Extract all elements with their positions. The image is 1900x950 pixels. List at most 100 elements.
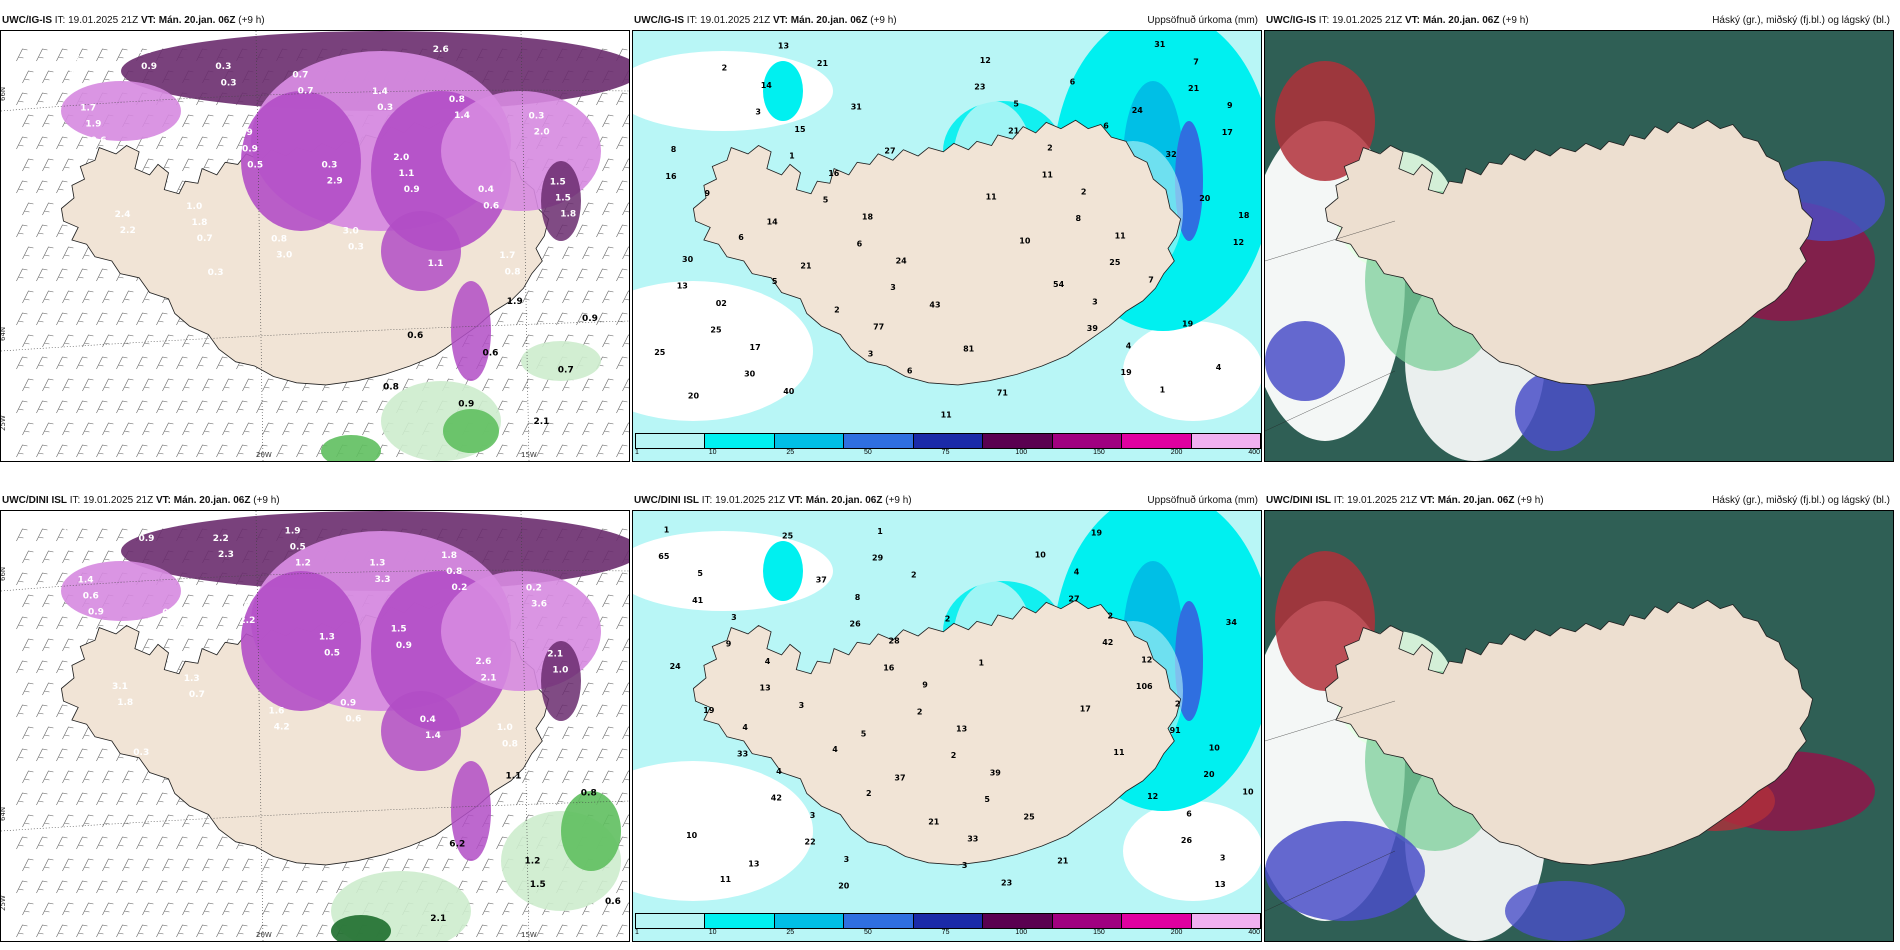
- wind-barb: [516, 924, 528, 938]
- precip-value-label: 0.4: [478, 185, 494, 195]
- wind-barb: [36, 792, 48, 806]
- snow-field: [331, 791, 621, 941]
- wind-barb: [62, 422, 74, 436]
- precip-value-label: 3.6: [531, 599, 547, 609]
- wind-barb: [596, 92, 608, 106]
- wind-precip-map-svg: 20W 15W 66N 64N 25W 0.4 1.4 2.2 1.3 0.2 0.4 1.3 2.6 3…: [1, 511, 629, 941]
- precip-value-label: 3: [844, 855, 850, 864]
- wind-barb: [56, 616, 68, 630]
- precip-value-label: 0.8: [502, 739, 518, 749]
- precip-legend: [635, 913, 1261, 929]
- panel-bottom-left: UWC/DINI ISL IT: 19.01.2025 21Z VT: Mán.…: [0, 492, 630, 942]
- precip-value-label: 42: [771, 794, 782, 803]
- wind-barb: [82, 858, 94, 872]
- precip-value-label: 1.8: [560, 210, 576, 220]
- panel-bottom-right: UWC/DINI ISL IT: 19.01.2025 21Z VT: Mán.…: [1264, 492, 1894, 942]
- wind-barb: [596, 660, 608, 674]
- wind-barb: [582, 770, 594, 784]
- iceland-coastline: [1324, 119, 1814, 386]
- precip-value-label: 20: [1199, 194, 1211, 203]
- precip-value-label: 1.4: [576, 740, 592, 750]
- precip-value-labels: 3213755221626372513292022423319243413941…: [658, 525, 1254, 890]
- wind-barb: [76, 400, 88, 414]
- precip-value-label: 2.2: [120, 226, 136, 236]
- precip-value-label: 4.2: [274, 723, 290, 733]
- wind-barb: [62, 638, 74, 652]
- precip-value-label: 2: [1081, 188, 1087, 197]
- model-name: UWC/DINI ISL: [634, 495, 699, 506]
- accumulated-precip-map[interactable]: 3 2 21 14 3 6 5 1 3 2 20 25 13 30 25 13 12 20 32 24 16 17 21 31…: [632, 30, 1262, 462]
- wind-barb: [22, 814, 34, 828]
- wind-barb: [62, 334, 74, 348]
- precip-value-label: 4: [765, 657, 771, 666]
- precip-value-label: 13: [677, 282, 688, 291]
- legend-label: 200: [1170, 929, 1183, 936]
- latitude-line: [1265, 850, 1396, 912]
- precip-value-label: 1: [664, 525, 670, 534]
- precip-value-label: 2.9: [327, 177, 343, 187]
- wind-barb: [102, 770, 114, 784]
- wind-barb: [622, 594, 629, 608]
- wind-barb: [216, 136, 228, 150]
- wind-barb: [56, 444, 68, 458]
- precip-value-label: 10: [1019, 236, 1031, 245]
- wind-barb: [182, 334, 194, 348]
- precip-value-label: 0.9: [458, 400, 474, 410]
- precip-value-label: 2: [951, 751, 957, 760]
- wind-barb: [296, 880, 308, 894]
- legend-swatch: [844, 434, 914, 448]
- wind-barb: [56, 180, 68, 194]
- precip-value-label: 13: [778, 42, 789, 51]
- precip-value-label: 19: [1091, 528, 1103, 537]
- wind-barb: [102, 290, 114, 304]
- wind-barb: [36, 444, 48, 458]
- wind-barb: [202, 638, 214, 652]
- precip-value-label: 25: [654, 348, 666, 357]
- precip-value-label: 4: [832, 745, 838, 754]
- field-region: [241, 91, 361, 231]
- wind-barb: [522, 290, 534, 304]
- legend-swatch: [1191, 434, 1260, 448]
- legend-swatch: [983, 434, 1053, 448]
- precip-value-label: 0.4: [162, 608, 178, 618]
- wind-barb: [556, 924, 568, 938]
- wind-barb: [496, 356, 508, 370]
- model-name: UWC/IG-IS: [1266, 15, 1316, 26]
- legend-swatch: [636, 434, 706, 448]
- precip-value-label: 0.4: [420, 715, 436, 725]
- init-time: IT: 19.01.2025 21Z: [54, 15, 139, 26]
- legend-swatch: [913, 914, 984, 928]
- precip-value-label: 16: [883, 663, 895, 672]
- precip-value-label: 1.1: [399, 169, 415, 179]
- iceland-coastline: [692, 599, 1182, 866]
- precip-value-label: 0.5: [247, 160, 263, 170]
- precip-value-label: 2.0: [393, 153, 409, 163]
- precip-value-label: 12: [1233, 238, 1244, 247]
- wind-barb: [96, 268, 108, 282]
- wind-barb: [56, 92, 68, 106]
- wind-barb: [36, 924, 48, 938]
- wind-barb: [16, 528, 28, 542]
- precip-value-label: 1.9: [507, 297, 523, 307]
- wind-barb: [42, 290, 54, 304]
- wind-precip-map[interactable]: 20W 15W 66N 64N 25W 0.4 1.4 2.2 1.3 0.2 0.4 1.3 2.6 3…: [0, 510, 630, 942]
- cloud-cover-map[interactable]: [1264, 510, 1894, 942]
- panel-title: UWC/DINI ISL IT: 19.01.2025 21Z VT: Mán.…: [1264, 492, 1894, 510]
- wind-barb: [536, 268, 548, 282]
- wind-barb: [82, 550, 94, 564]
- wind-barb: [502, 902, 514, 916]
- precip-value-label: 0.3: [215, 62, 231, 72]
- wind-barb: [602, 202, 614, 216]
- precip-value-label: 21: [928, 817, 940, 826]
- cloud-cover-map[interactable]: [1264, 30, 1894, 462]
- accumulated-precip-map[interactable]: 3 21 37 5 5 2 2 16 26 37 25 13 29 20 22 42 33 19 24 34 13 9 41…: [632, 510, 1262, 942]
- wind-barb: [116, 528, 128, 542]
- wind-precip-map[interactable]: 20W 15W 66N 64N 25W 0.3 1.4 0.3 0.4 0.3 0.4 2.4 0.8 1…: [0, 30, 630, 462]
- wind-barb: [102, 858, 114, 872]
- wind-barb: [116, 836, 128, 850]
- precip-value-label: 71: [997, 388, 1009, 397]
- model-name: UWC/IG-IS: [2, 15, 52, 26]
- precip-value-label: 24: [1132, 106, 1144, 115]
- wind-barb: [176, 924, 188, 938]
- wind-barb: [22, 422, 34, 436]
